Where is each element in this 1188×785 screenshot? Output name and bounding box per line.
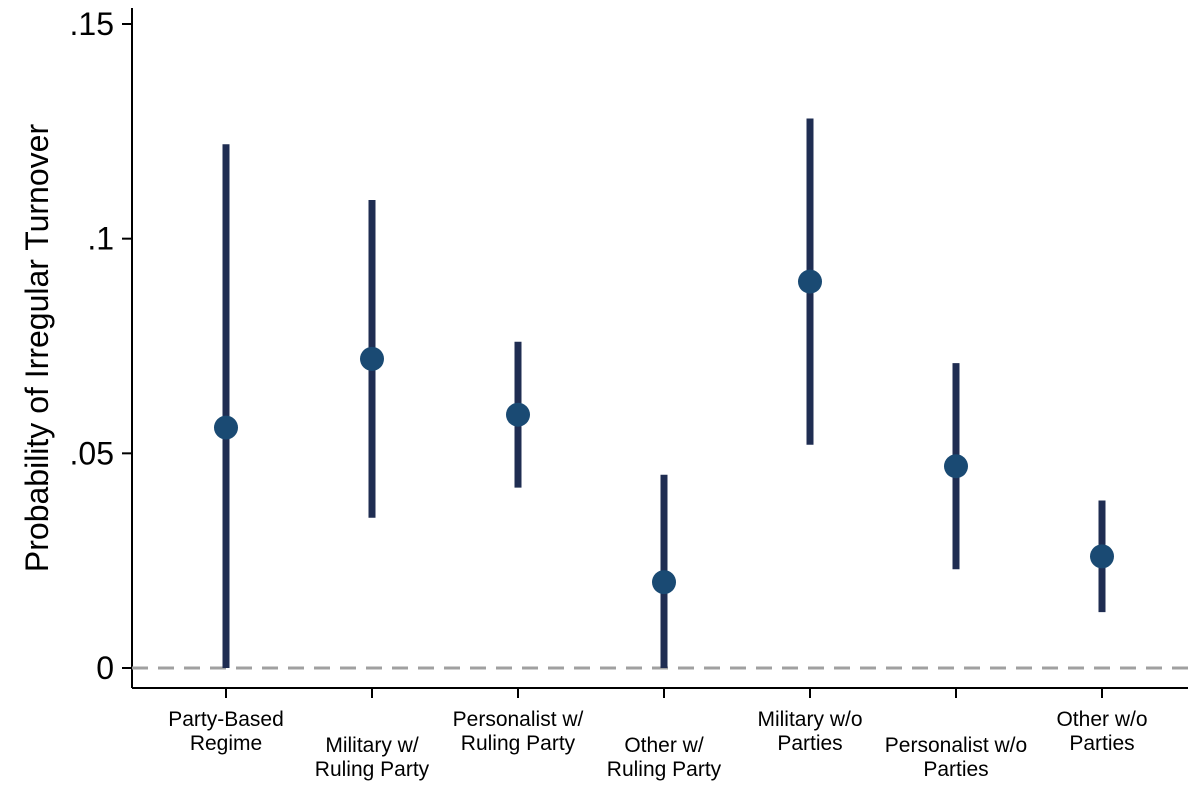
point-estimate [798,269,822,294]
point-estimate [944,454,968,479]
x-category-label: Ruling Party [461,732,576,755]
y-tick-label: .05 [70,435,114,471]
point-estimate [506,402,530,427]
x-category-label: Personalist w/o [885,734,1027,757]
y-tick-label: .15 [70,6,114,42]
x-category-label: Party-Based [168,708,284,731]
y-tick-label: 0 [96,650,114,686]
point-estimate [1090,544,1114,569]
x-category-label: Military w/ [325,734,418,757]
x-category-label: Personalist w/ [453,708,584,731]
x-category-label: Ruling Party [315,758,430,781]
point-estimate [652,570,676,595]
x-category-label: Parties [923,758,988,781]
x-category-label: Ruling Party [607,758,722,781]
point-estimate [214,415,238,440]
x-category-label: Parties [1069,732,1134,755]
x-category-label: Other w/o [1056,708,1147,731]
point-estimate [360,346,384,371]
y-tick-label: .1 [87,221,114,257]
x-category-label: Other w/ [624,734,704,757]
y-axis-title: Probability of Irregular Turnover [19,124,55,573]
x-category-label: Parties [777,732,842,755]
x-category-label: Military w/o [757,708,862,731]
x-category-label: Regime [190,732,262,755]
